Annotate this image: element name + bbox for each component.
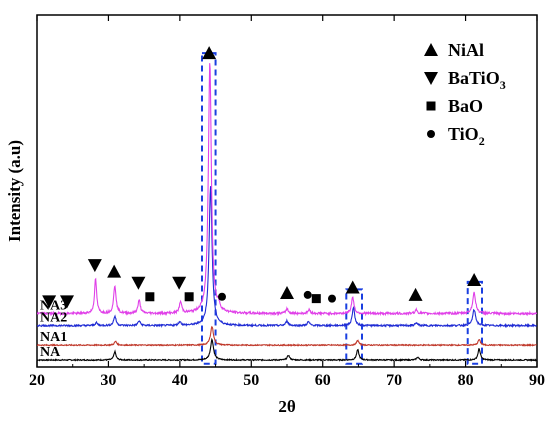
x-axis-title: 2θ — [278, 397, 296, 416]
x-tick-label: 20 — [29, 372, 45, 389]
legend-label: BaTiO3 — [448, 68, 506, 92]
peak-marker-triangle-down — [42, 295, 57, 309]
highlight-boxes — [201, 52, 484, 365]
peak-markers — [42, 46, 482, 309]
legend-label-text: BaTiO — [448, 68, 500, 88]
legend-label: BaO — [448, 96, 483, 116]
peak-marker-circle — [303, 290, 312, 299]
legend-marker-triangle-up — [424, 43, 438, 56]
y-axis-title: Intensity (a.u) — [5, 140, 24, 242]
peak-marker-square — [311, 294, 321, 304]
x-tick-label: 70 — [386, 372, 402, 389]
highlight-box — [345, 288, 363, 365]
highlight-box — [201, 52, 217, 365]
x-tick-label: 30 — [100, 372, 116, 389]
legend-marker-triangle-down — [424, 72, 438, 85]
series-line-na2 — [37, 186, 537, 329]
legend-marker-circle — [427, 130, 435, 138]
series-layer — [37, 63, 537, 362]
peak-marker-triangle-down — [131, 276, 146, 290]
peak-marker-triangle-up — [408, 287, 423, 301]
legend-marker-square — [426, 101, 436, 111]
peak-marker-triangle-down — [60, 295, 74, 309]
peak-marker-circle — [328, 294, 336, 303]
legend: NiAl BaTiO3 BaO TiO2 — [424, 40, 506, 148]
legend-label-text: NiAl — [448, 40, 484, 60]
series-label-na3: NA3 — [40, 299, 67, 314]
x-tick-label: 90 — [529, 372, 545, 389]
highlight-box — [466, 280, 484, 365]
legend-label-subscript: 2 — [479, 134, 485, 148]
peak-marker-circle — [218, 292, 226, 301]
peak-marker-triangle-up — [202, 46, 217, 60]
peak-marker-triangle-up — [467, 273, 482, 287]
peak-marker-square — [184, 292, 194, 302]
peak-marker-triangle-down — [172, 276, 187, 290]
series-line-na3 — [37, 63, 537, 317]
peak-marker-triangle-up — [280, 286, 294, 300]
series-label-na1: NA1 — [40, 330, 67, 345]
peak-marker-triangle-down — [87, 259, 102, 273]
legend-label: TiO2 — [448, 124, 485, 148]
x-tick-label: 60 — [315, 372, 331, 389]
legend-label-subscript: 3 — [500, 78, 506, 92]
legend-label-text: BaO — [448, 96, 483, 116]
series-label-na: NA — [40, 345, 61, 360]
x-tick-label: 80 — [458, 372, 474, 389]
series-line-na — [37, 337, 537, 362]
series-line-na1 — [37, 325, 537, 348]
x-tick-label: 50 — [243, 372, 259, 389]
legend-label-text: TiO — [448, 124, 479, 144]
peak-marker-square — [145, 292, 155, 302]
peak-marker-triangle-up — [107, 264, 122, 278]
series-label-na2: NA2 — [40, 311, 67, 326]
x-axis-ticks: 20 30 40 50 60 70 80 90 — [29, 15, 545, 389]
x-tick-label: 40 — [172, 372, 188, 389]
peak-marker-triangle-up — [345, 280, 360, 294]
legend-label: NiAl — [448, 40, 484, 60]
